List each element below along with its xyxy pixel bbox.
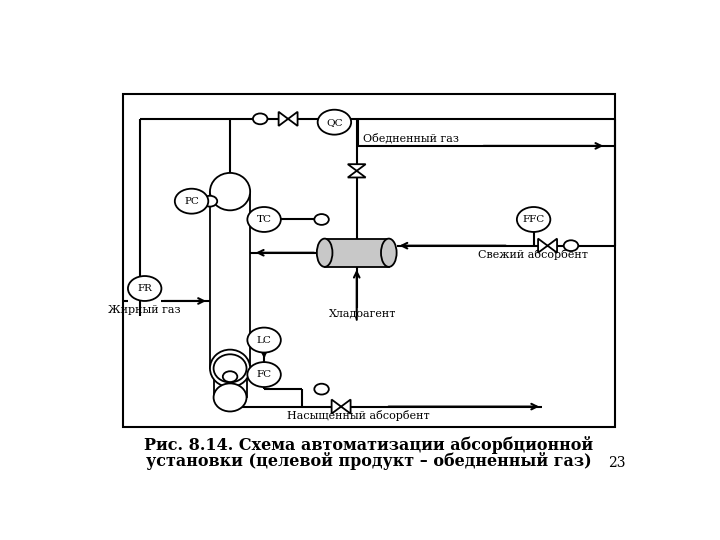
Circle shape bbox=[128, 276, 161, 301]
Text: TC: TC bbox=[256, 215, 271, 224]
Circle shape bbox=[248, 328, 281, 353]
Ellipse shape bbox=[210, 173, 250, 211]
Ellipse shape bbox=[214, 383, 246, 411]
Bar bbox=[214, 368, 246, 397]
Bar bbox=[124, 94, 615, 427]
Polygon shape bbox=[538, 239, 547, 253]
Text: установки (целевой продукт – обедненный газ): установки (целевой продукт – обедненный … bbox=[146, 453, 592, 470]
Polygon shape bbox=[348, 164, 366, 171]
Text: 23: 23 bbox=[608, 456, 626, 470]
Circle shape bbox=[315, 384, 329, 395]
Circle shape bbox=[564, 240, 578, 251]
Bar bbox=[325, 239, 389, 267]
Polygon shape bbox=[279, 112, 288, 126]
Circle shape bbox=[222, 371, 238, 382]
Circle shape bbox=[315, 214, 329, 225]
Ellipse shape bbox=[210, 349, 250, 387]
Text: FR: FR bbox=[138, 284, 152, 293]
Circle shape bbox=[203, 196, 217, 207]
Polygon shape bbox=[332, 400, 341, 414]
Circle shape bbox=[517, 207, 550, 232]
Polygon shape bbox=[348, 171, 366, 178]
Polygon shape bbox=[288, 112, 297, 126]
Text: Насыщенный абсорбент: Насыщенный абсорбент bbox=[287, 410, 429, 421]
Polygon shape bbox=[547, 239, 557, 253]
Ellipse shape bbox=[317, 239, 333, 267]
Circle shape bbox=[175, 188, 208, 214]
Text: Свежий абсорбент: Свежий абсорбент bbox=[478, 248, 588, 260]
Bar bbox=[210, 192, 250, 368]
Circle shape bbox=[248, 207, 281, 232]
Ellipse shape bbox=[214, 354, 246, 382]
Circle shape bbox=[248, 362, 281, 387]
Text: PC: PC bbox=[184, 197, 199, 206]
Text: LC: LC bbox=[256, 335, 271, 345]
Text: FC: FC bbox=[256, 370, 271, 379]
Text: Хладоагент: Хладоагент bbox=[328, 308, 396, 318]
Text: FFC: FFC bbox=[523, 215, 545, 224]
Circle shape bbox=[253, 113, 267, 124]
Ellipse shape bbox=[381, 239, 397, 267]
Polygon shape bbox=[341, 400, 351, 414]
Text: Обедненный газ: Обедненный газ bbox=[364, 133, 459, 144]
Text: QC: QC bbox=[326, 118, 343, 127]
Circle shape bbox=[318, 110, 351, 134]
Text: Жирный газ: Жирный газ bbox=[109, 305, 181, 315]
Text: Рис. 8.14. Схема автоматизации абсорбционной: Рис. 8.14. Схема автоматизации абсорбцио… bbox=[145, 436, 593, 454]
